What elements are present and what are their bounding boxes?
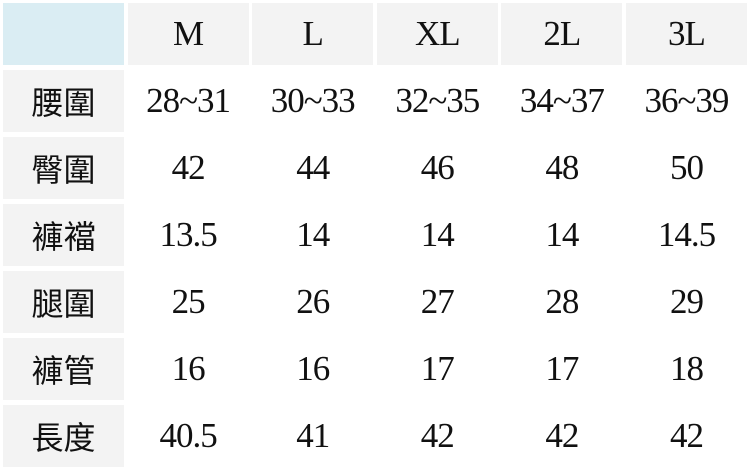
table-cell: 42 [171,148,206,187]
table-cell: 28~31 [146,81,231,120]
size-table: M L XL 2L 3L 腰圍 28~31 30~33 32~35 34~37 36~39 臀圍 42 4… [3,3,747,467]
table-cell: 14 [296,215,330,254]
table-cell: 50 [669,148,704,187]
row-label: 腿圍 [3,271,124,333]
table-cell: 48 [545,148,579,187]
row-label: 臀圍 [3,137,124,199]
table-cell: 34~37 [519,81,605,120]
table-cell: 40.5 [159,416,217,455]
table-cell: 14.5 [657,215,716,254]
table-cell: 44 [296,148,330,187]
column-header: 3L [625,3,747,65]
row-label: 褲管 [3,338,124,400]
table-cell: 46 [420,148,455,187]
table-cell: 18 [669,349,704,388]
table-cell: 13.5 [159,215,217,254]
table-cell: 16 [171,349,206,388]
column-header: 2L [501,3,623,65]
table-cell: 17 [545,349,579,388]
table-cell: 36~39 [644,81,730,120]
corner-cell [3,3,124,65]
column-header: XL [376,3,498,65]
table-cell: 42 [420,416,455,455]
table-cell: 17 [420,349,455,388]
table-cell: 30~33 [270,81,356,120]
column-header: L [252,3,374,65]
row-label: 腰圍 [3,70,124,132]
table-cell: 16 [296,349,330,388]
table-cell: 14 [420,215,455,254]
table-cell: 28 [545,282,579,321]
column-header: M [127,3,249,65]
table-cell: 41 [296,416,330,455]
table-cell: 27 [420,282,455,321]
table-cell: 25 [171,282,206,321]
table-cell: 26 [296,282,330,321]
row-label: 褲襠 [3,204,124,266]
table-cell: 42 [669,416,704,455]
table-cell: 42 [545,416,579,455]
table-cell: 32~35 [395,81,480,120]
row-label: 長度 [3,405,124,467]
table-cell: 14 [545,215,579,254]
table-cell: 29 [669,282,704,321]
